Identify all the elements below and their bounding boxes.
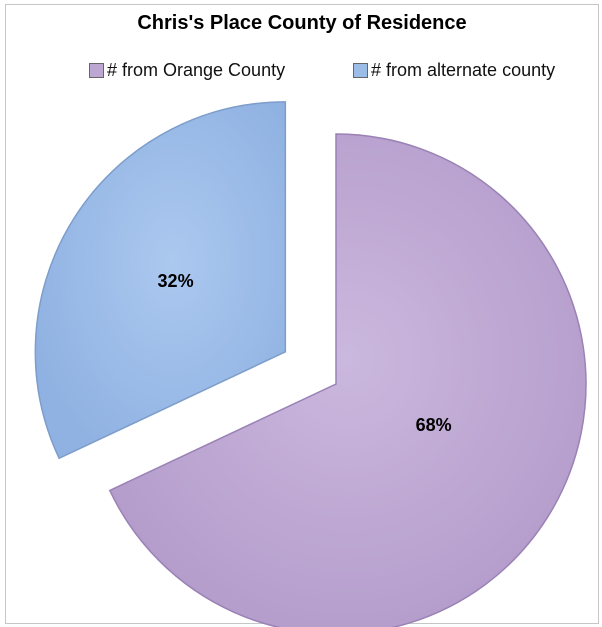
data-label-alternate-county: 32% <box>158 271 194 291</box>
legend-item-alternate-county: # from alternate county <box>353 60 555 81</box>
legend-label-orange-county: # from Orange County <box>107 60 286 80</box>
legend-label-alternate-county: # from alternate county <box>371 60 556 80</box>
legend-swatch-orange-county <box>89 63 104 78</box>
data-label-orange-county: 68% <box>416 415 452 435</box>
pie-slice-alternate-county <box>34 101 287 460</box>
pie-slice-orange-county <box>108 133 587 627</box>
legend: # from Orange County # from alternate co… <box>6 60 598 84</box>
legend-item-orange-county: # from Orange County <box>89 60 285 81</box>
chart-title: Chris's Place County of Residence <box>137 12 467 34</box>
legend-swatch-alternate-county <box>353 63 368 78</box>
